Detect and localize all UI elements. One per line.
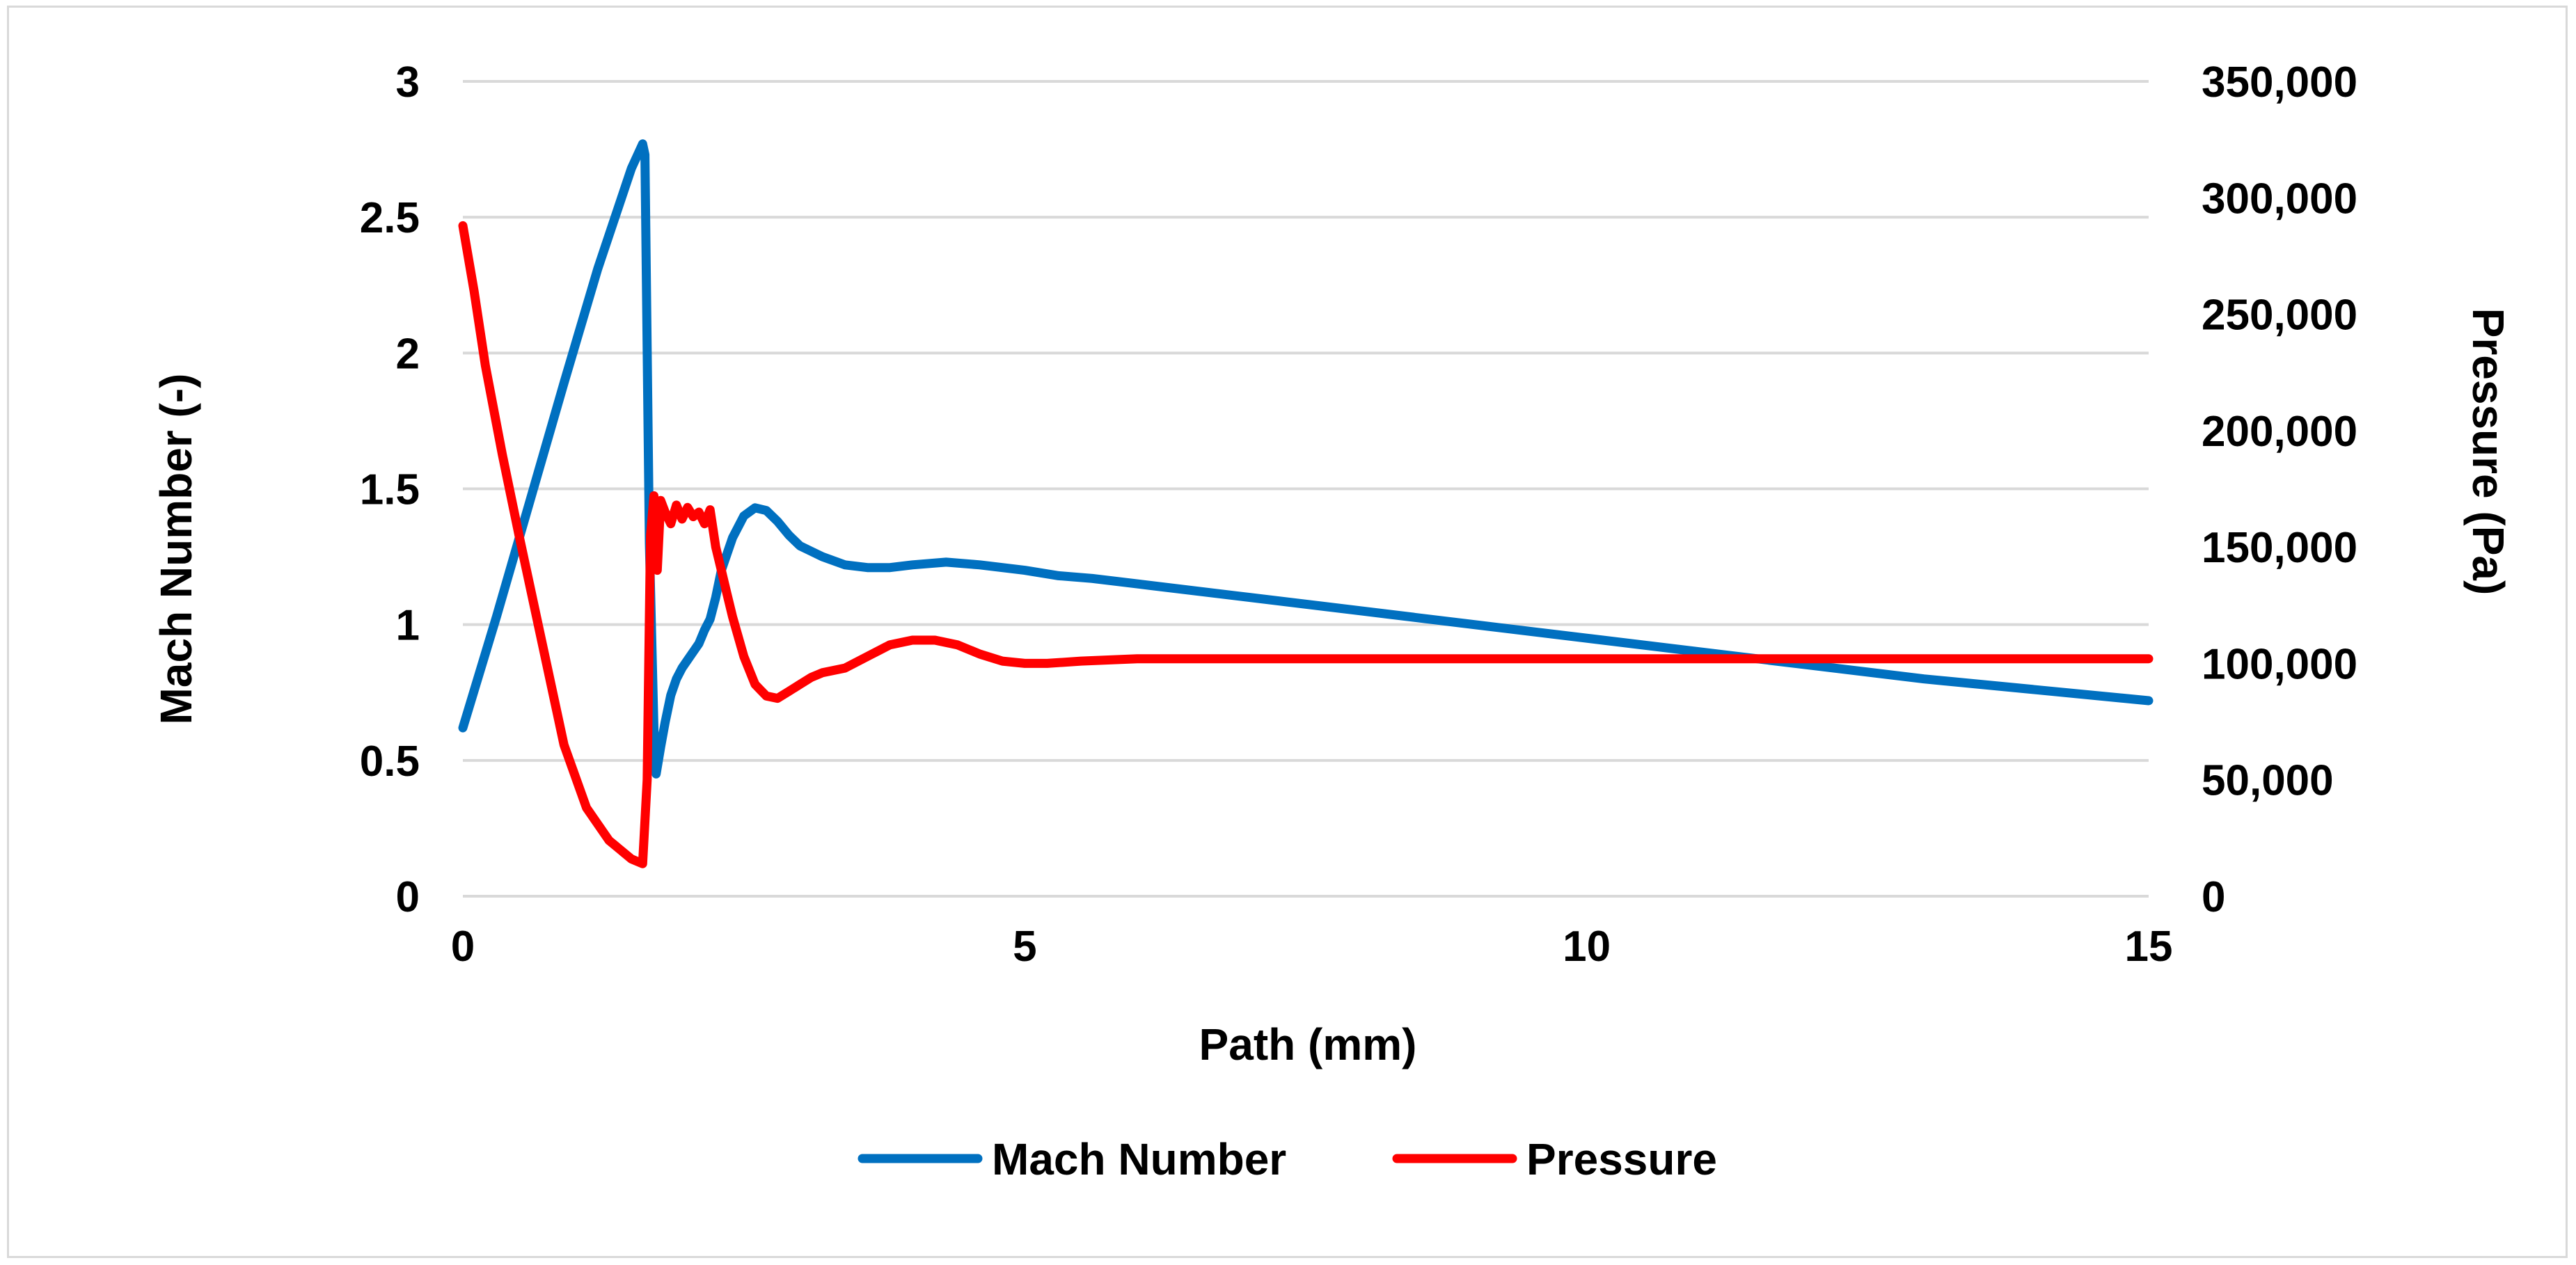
x-tick-label: 15 [2125,923,2173,971]
y2-tick-label: 200,000 [2202,408,2357,456]
y-tick-label: 2.5 [360,194,420,242]
y2-tick-label: 0 [2202,873,2225,921]
y-axis-title: Mach Number (-) [151,374,201,725]
x-axis-title: Path (mm) [1199,1019,1417,1069]
tick-labels: 0 0.5 1 1.5 2 2.5 3 0 50,000 100,000 150,000 200,00… [360,58,2357,971]
x-tick-label: 10 [1563,923,1611,971]
y-tick-label: 0.5 [360,738,420,786]
y2-tick-label: 250,000 [2202,292,2357,340]
y-tick-label: 3 [396,58,420,106]
y-tick-label: 2 [396,330,420,378]
legend-label-pressure: Pressure [1526,1134,1717,1184]
y2-tick-label: 300,000 [2202,175,2357,223]
y-tick-label: 0 [396,873,420,921]
y-tick-label: 1 [396,602,420,650]
x-tick-label: 0 [451,923,475,971]
chart-svg: 0 0.5 1 1.5 2 2.5 3 0 50,000 100,000 150,000 200,00… [151,58,2513,1184]
y2-tick-label: 150,000 [2202,524,2357,572]
chart-frame: 0 0.5 1 1.5 2 2.5 3 0 50,000 100,000 150,000 200,00… [7,6,2568,1258]
x-tick-label: 5 [1013,923,1036,971]
legend: Mach Number Pressure [858,1134,1717,1184]
y2-axis-title: Pressure (Pa) [2463,308,2513,596]
series-line-mach-number [458,139,2154,779]
gridlines [463,80,2149,898]
legend-label-mach: Mach Number [992,1134,1286,1184]
y-tick-label: 1.5 [360,466,420,514]
series-line-pressure [458,221,2154,868]
series-lines [458,139,2154,868]
y2-tick-label: 50,000 [2202,757,2334,805]
y2-tick-label: 100,000 [2202,640,2357,688]
y2-tick-label: 350,000 [2202,58,2357,106]
